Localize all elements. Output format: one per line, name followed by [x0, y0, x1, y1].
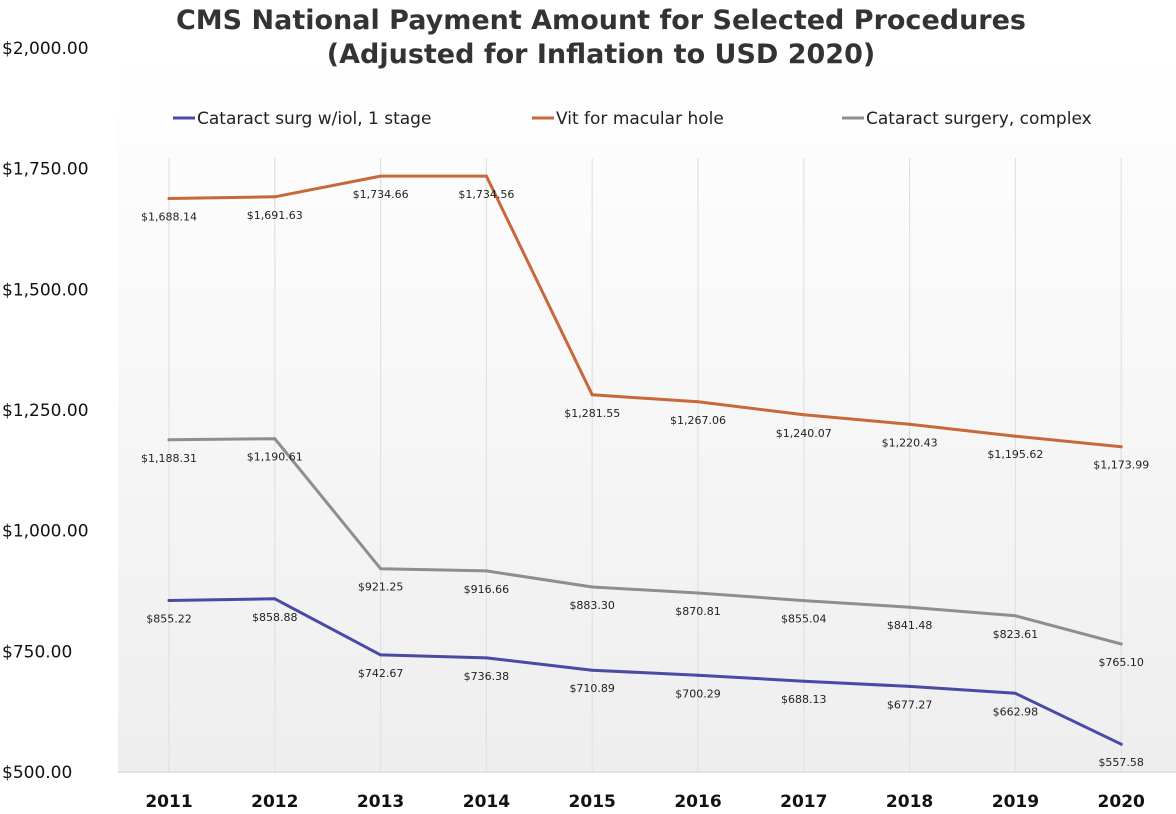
data-point — [273, 437, 277, 441]
data-point — [1013, 691, 1017, 695]
data-label: $1,195.62 — [987, 448, 1043, 461]
series-line — [167, 174, 1123, 449]
data-point — [379, 174, 383, 178]
data-label: $855.04 — [781, 613, 827, 626]
data-label: $1,688.14 — [141, 211, 197, 224]
data-label: $1,190.61 — [247, 451, 303, 464]
data-label: $1,734.56 — [458, 188, 514, 201]
data-label: $1,267.06 — [670, 414, 726, 427]
x-tick-label: 2015 — [569, 792, 616, 812]
data-point — [696, 673, 700, 677]
x-tick-label: 2019 — [992, 792, 1039, 812]
chart-title-line-1: CMS National Payment Amount for Selected… — [176, 5, 1026, 36]
data-point — [908, 684, 912, 688]
data-point — [1119, 742, 1123, 746]
x-tick-label: 2016 — [674, 792, 721, 812]
data-point — [484, 569, 488, 573]
data-label: $662.98 — [993, 705, 1039, 718]
x-tick-label: 2014 — [463, 792, 510, 812]
series-line — [167, 597, 1123, 746]
y-tick-label: $1,750.00 — [2, 160, 89, 180]
data-point — [167, 599, 171, 603]
y-tick-label: $1,500.00 — [2, 280, 89, 300]
legend-label: Vit for macular hole — [556, 109, 724, 129]
data-label: $1,734.66 — [353, 188, 409, 201]
data-point — [802, 599, 806, 603]
data-label: $1,240.07 — [776, 427, 832, 440]
plot-background — [118, 48, 1176, 772]
x-tick-label: 2017 — [780, 792, 827, 812]
data-label: $858.88 — [252, 611, 298, 624]
data-label: $855.22 — [146, 613, 192, 626]
data-point — [590, 668, 594, 672]
x-tick-label: 2011 — [145, 792, 192, 812]
data-point — [802, 679, 806, 683]
data-point — [590, 393, 594, 397]
data-label: $1,188.31 — [141, 452, 197, 465]
y-tick-label: $750.00 — [2, 642, 72, 662]
chart-title-line-2: (Adjusted for Inflation to USD 2020) — [327, 39, 875, 70]
data-label: $870.81 — [675, 605, 721, 618]
data-label: $710.89 — [569, 682, 615, 695]
data-point — [802, 413, 806, 417]
data-point — [590, 585, 594, 589]
x-tick-label: 2012 — [251, 792, 298, 812]
data-label: $841.48 — [887, 619, 933, 632]
y-tick-label: $1,000.00 — [2, 522, 89, 542]
data-label: $557.58 — [1098, 756, 1144, 769]
data-point — [1119, 642, 1123, 646]
data-label: $688.13 — [781, 693, 827, 706]
data-point — [908, 605, 912, 609]
data-label: $916.66 — [464, 583, 510, 596]
data-point — [484, 656, 488, 660]
data-label: $742.67 — [358, 667, 404, 680]
data-point — [167, 197, 171, 201]
data-point — [908, 422, 912, 426]
data-label: $1,220.43 — [882, 436, 938, 449]
data-point — [379, 567, 383, 571]
data-point — [379, 653, 383, 657]
legend-label: Cataract surgery, complex — [866, 109, 1092, 129]
data-label: $823.61 — [993, 628, 1039, 641]
data-point — [273, 597, 277, 601]
y-tick-label: $2,000.00 — [2, 39, 89, 59]
data-point — [273, 195, 277, 199]
x-tick-label: 2013 — [357, 792, 404, 812]
data-point — [1013, 434, 1017, 438]
y-tick-label: $500.00 — [2, 763, 72, 783]
data-point — [167, 438, 171, 442]
legend-label: Cataract surg w/iol, 1 stage — [197, 109, 431, 129]
data-label: $700.29 — [675, 687, 721, 700]
data-label: $921.25 — [358, 581, 404, 594]
y-tick-label: $1,250.00 — [2, 401, 89, 421]
series-line — [167, 437, 1123, 646]
data-point — [696, 591, 700, 595]
data-label: $736.38 — [464, 670, 510, 683]
data-label: $1,691.63 — [247, 209, 303, 222]
x-tick-label: 2018 — [886, 792, 933, 812]
data-point — [1119, 445, 1123, 449]
data-label: $883.30 — [569, 599, 615, 612]
data-label: $1,281.55 — [564, 407, 620, 420]
data-point — [696, 400, 700, 404]
x-tick-label: 2020 — [1098, 792, 1145, 812]
data-label: $765.10 — [1098, 656, 1144, 669]
data-label: $1,173.99 — [1093, 459, 1149, 472]
data-label: $677.27 — [887, 698, 933, 711]
data-point — [1013, 614, 1017, 618]
data-point — [484, 174, 488, 178]
